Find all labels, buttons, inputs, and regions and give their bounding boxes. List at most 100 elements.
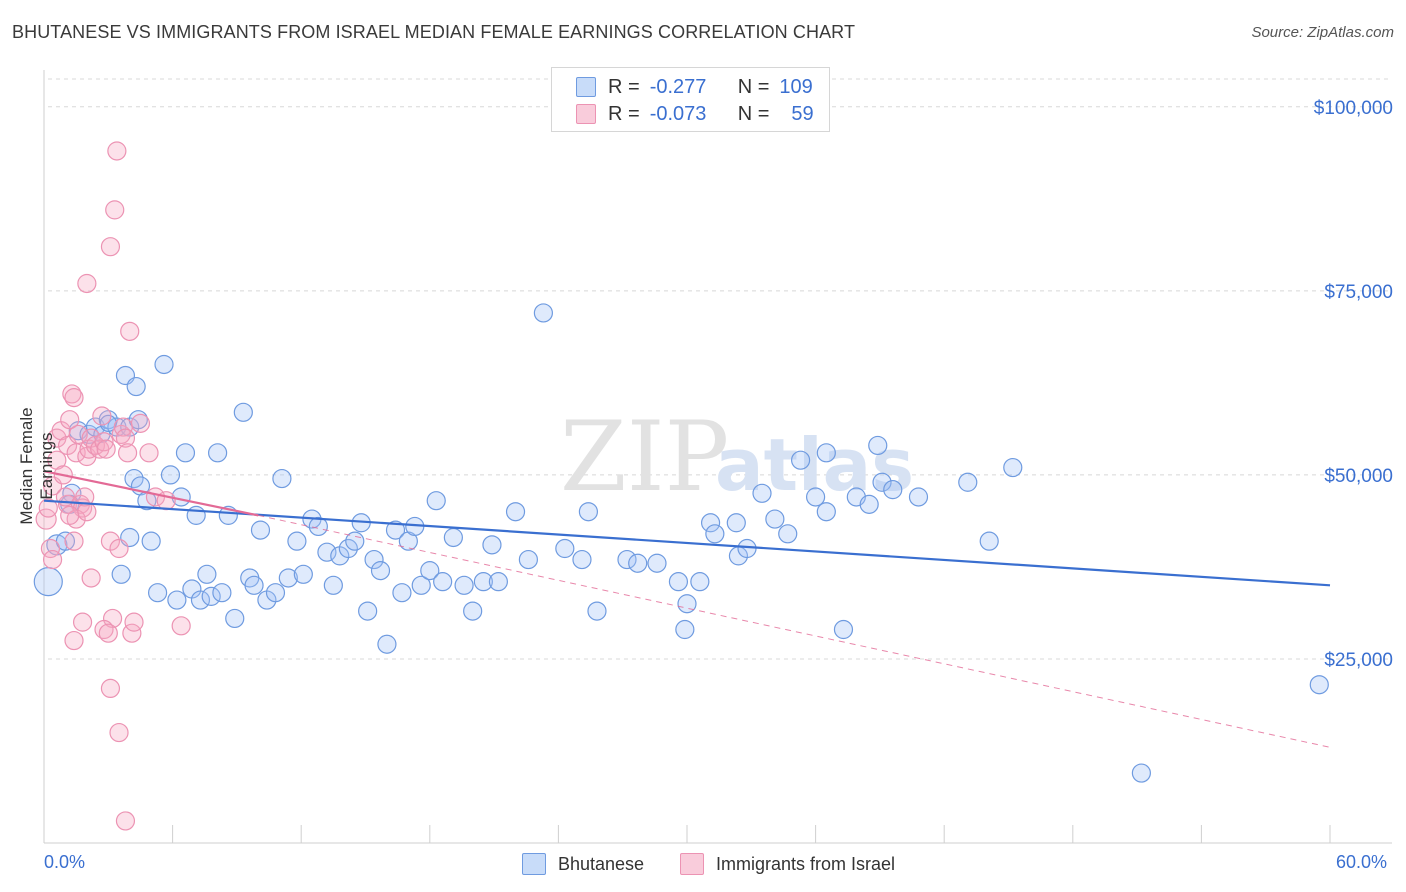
legend-n-label: N = — [737, 102, 770, 125]
data-point-bhutanese — [690, 572, 710, 592]
data-point-bhutanese — [454, 575, 474, 595]
data-point-bhutanese — [488, 572, 508, 592]
data-point-bhutanese — [154, 354, 174, 375]
data-point-bhutanese — [33, 567, 63, 597]
y-tick-label: $100,000 — [1314, 98, 1393, 119]
data-point-israel — [117, 443, 138, 463]
data-point-bhutanese — [1309, 675, 1329, 695]
data-point-bhutanese — [617, 549, 637, 570]
data-point-bhutanese — [141, 531, 161, 551]
data-point-israel — [115, 428, 136, 448]
data-point-bhutanese — [883, 480, 903, 500]
data-point-israel — [75, 487, 95, 507]
data-point-bhutanese — [1003, 457, 1023, 478]
data-point-israel — [66, 509, 86, 529]
data-point-israel — [98, 623, 118, 643]
series-label-israel: Immigrants from Israel — [716, 853, 896, 874]
data-points — [33, 141, 1329, 831]
legend-row-bhutanese: R = -0.277 N = 109 — [576, 74, 813, 100]
data-point-bhutanese — [833, 619, 854, 640]
y-axis-label: Median Female Earnings — [17, 407, 56, 525]
data-point-bhutanese — [212, 583, 232, 603]
data-point-israel — [94, 432, 114, 452]
data-point-bhutanese — [126, 376, 146, 397]
data-point-bhutanese — [293, 564, 313, 584]
data-point-bhutanese — [358, 601, 378, 621]
data-point-bhutanese — [233, 402, 253, 422]
legend-swatch-blue — [576, 77, 596, 97]
legend-r-label: R = — [608, 102, 640, 125]
data-point-bhutanese — [555, 538, 575, 559]
data-point-israel — [77, 502, 97, 522]
data-point-bhutanese — [370, 561, 391, 581]
data-point-bhutanese — [426, 491, 446, 511]
data-point-bhutanese — [201, 586, 221, 606]
y-tick-label: $25,000 — [1324, 650, 1393, 671]
data-point-israel — [68, 424, 88, 445]
data-point-bhutanese — [411, 575, 431, 595]
data-point-bhutanese — [385, 520, 406, 540]
series-legend-israel: Immigrants from Israel — [680, 852, 895, 876]
data-point-bhutanese — [533, 303, 553, 323]
data-point-bhutanese — [908, 487, 929, 507]
data-point-bhutanese — [225, 608, 245, 629]
data-point-israel — [64, 388, 84, 408]
y-tick-label: $75,000 — [1324, 282, 1393, 303]
data-point-bhutanese — [420, 561, 440, 581]
data-point-bhutanese — [308, 516, 328, 537]
data-point-israel — [124, 612, 144, 632]
data-point-bhutanese — [272, 468, 292, 489]
data-point-bhutanese — [463, 601, 483, 621]
data-point-bhutanese — [250, 520, 271, 540]
data-point-bhutanese — [587, 601, 607, 621]
legend-n-value: 109 — [779, 75, 813, 98]
data-point-bhutanese — [147, 583, 168, 603]
legend-r-label: R = — [608, 75, 640, 98]
data-point-bhutanese — [737, 538, 757, 559]
data-point-israel — [120, 321, 140, 341]
data-point-israel — [171, 616, 191, 636]
data-point-bhutanese — [338, 538, 358, 559]
legend-n-label: N = — [737, 75, 770, 98]
data-point-bhutanese — [111, 564, 131, 584]
data-point-bhutanese — [345, 531, 365, 551]
x-tick-label-min: 0.0% — [44, 852, 86, 872]
data-point-bhutanese — [705, 524, 725, 544]
data-point-bhutanese — [190, 590, 211, 610]
series-label-bhutanese: Bhutanese — [558, 853, 645, 874]
data-point-bhutanese — [675, 619, 695, 640]
data-point-bhutanese — [482, 535, 502, 555]
correlation-legend: R = -0.277 N = 109 R = -0.073 N = 59 — [551, 67, 830, 132]
chart-title: BHUTANESE VS IMMIGRANTS FROM ISRAEL MEDI… — [12, 22, 856, 42]
data-point-israel — [42, 549, 63, 570]
data-point-bhutanese — [433, 572, 453, 592]
data-point-israel — [92, 406, 112, 426]
y-tick-label: $50,000 — [1324, 466, 1393, 487]
data-point-bhutanese — [287, 531, 307, 551]
data-point-bhutanese — [167, 590, 187, 610]
data-point-bhutanese — [518, 549, 538, 570]
data-point-israel — [109, 538, 129, 559]
data-point-bhutanese — [208, 443, 228, 463]
data-point-israel — [38, 498, 58, 518]
axes — [43, 70, 1392, 844]
data-point-israel — [64, 531, 84, 551]
data-point-israel — [109, 722, 129, 743]
data-point-bhutanese — [392, 583, 412, 603]
data-point-bhutanese — [958, 472, 978, 492]
data-point-israel — [96, 439, 116, 459]
data-point-bhutanese — [726, 513, 746, 533]
series-swatch-blue — [522, 853, 546, 875]
data-point-bhutanese — [175, 443, 196, 463]
data-point-bhutanese — [197, 564, 217, 584]
data-point-bhutanese — [752, 483, 772, 503]
data-point-israel — [139, 443, 159, 463]
x-tick-label-max: 60.0% — [1336, 852, 1388, 872]
legend-r-value: -0.277 — [649, 75, 707, 98]
series-swatch-pink — [680, 853, 704, 875]
data-point-bhutanese — [805, 487, 826, 507]
data-point-bhutanese — [278, 568, 298, 588]
data-point-israel — [60, 505, 80, 525]
data-point-bhutanese — [816, 443, 836, 463]
